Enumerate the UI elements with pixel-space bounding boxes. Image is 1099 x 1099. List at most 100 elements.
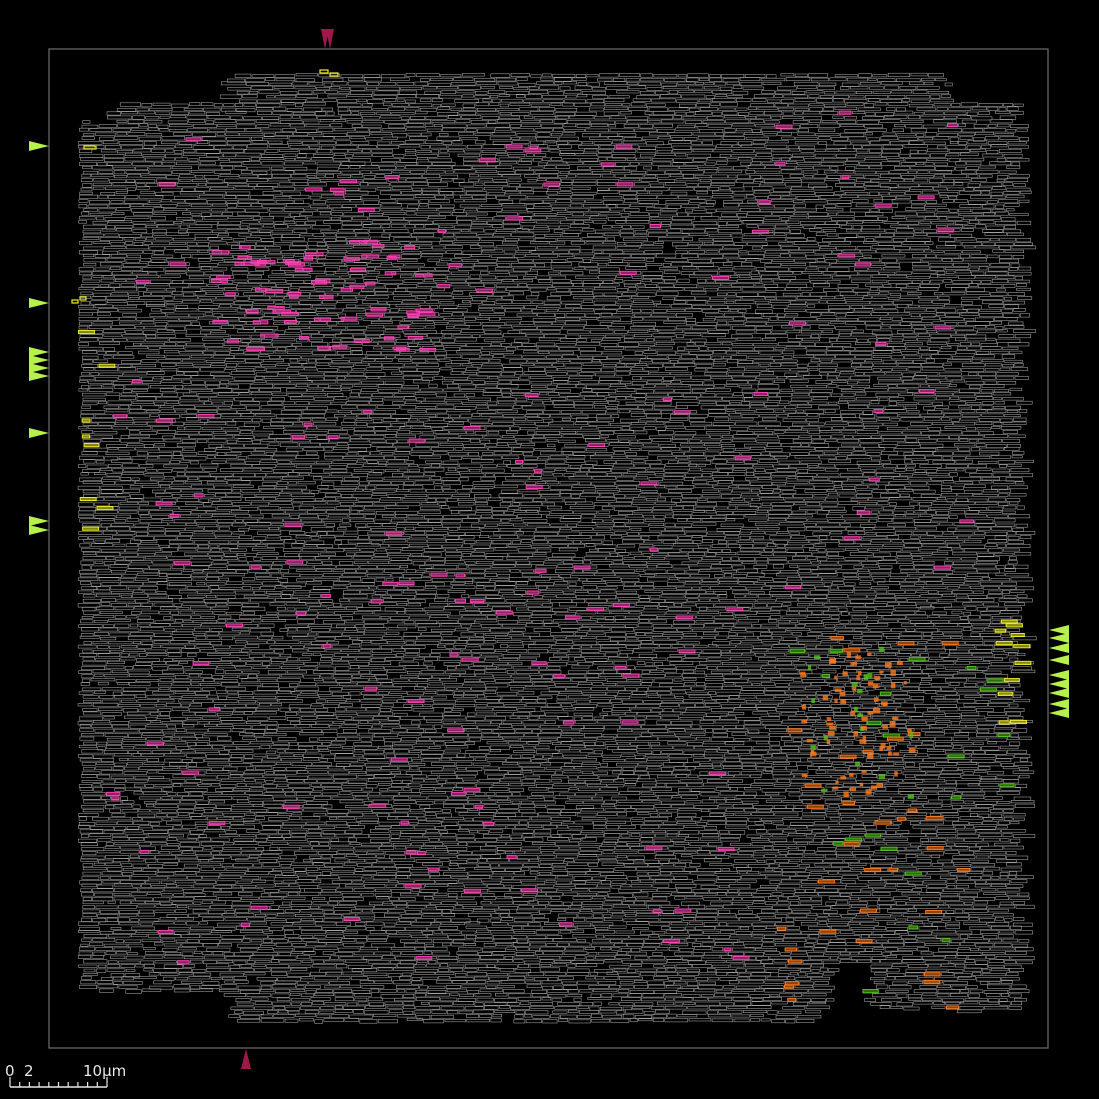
cell-outline [495, 127, 511, 131]
cell-outline [340, 86, 350, 90]
cell-outline [154, 145, 175, 149]
cell-outline [882, 132, 896, 136]
cell-outline [800, 149, 815, 153]
cell-outline [640, 91, 655, 95]
cell-outline [899, 153, 910, 158]
cell-outline [113, 166, 135, 170]
cell-outline [286, 140, 302, 144]
cell-outline [183, 107, 203, 111]
cell-outline [695, 82, 704, 85]
cell-outline [809, 107, 823, 112]
cell-outline [766, 140, 789, 144]
cell-outline [683, 137, 698, 141]
cell-outline [686, 112, 695, 117]
cell-outline [234, 73, 252, 78]
cell-outline [106, 111, 121, 116]
cell-outline [752, 140, 767, 145]
cell-outline [151, 148, 165, 153]
cell-outline [334, 152, 345, 156]
cell-outline [320, 145, 335, 150]
cell-outline [605, 103, 622, 106]
cell-outline [651, 98, 676, 103]
cell-outline [318, 141, 336, 145]
cell-outline [794, 111, 803, 116]
cell-outline [256, 103, 281, 108]
cell-outline [77, 145, 96, 149]
cell-outline [777, 132, 792, 136]
cell-outline [626, 157, 636, 161]
cell-outline [234, 103, 243, 107]
cell-outline [844, 161, 859, 165]
cell-outline [792, 120, 809, 124]
cell-outline [292, 115, 300, 119]
cell-outline [574, 102, 591, 107]
cell-outline [510, 123, 521, 128]
cell-outline [898, 137, 918, 141]
cell-outline [837, 120, 856, 124]
cell-outline [646, 87, 663, 91]
cell-outline [538, 144, 549, 149]
cell-outline [214, 119, 236, 123]
cell-outline [417, 157, 428, 161]
cell-outline [370, 132, 392, 136]
cell-outline [143, 145, 154, 149]
cell-outline [775, 90, 792, 95]
cell-outline [510, 73, 530, 77]
cell-outline [870, 140, 890, 145]
cell-outline-field [77, 72, 1037, 1024]
cell-outline [357, 145, 377, 149]
cell-outline [81, 136, 95, 140]
cell-outline [578, 145, 599, 149]
cell-outline [141, 103, 153, 108]
cell-outline [668, 132, 693, 136]
cell-outline [646, 103, 666, 107]
cell-outline [458, 85, 481, 90]
cell-outline [732, 85, 743, 89]
cell-outline [648, 115, 673, 120]
cell-outline [467, 124, 486, 128]
cell-outline [104, 158, 125, 163]
cell-outline [884, 85, 899, 90]
cell-outline [716, 144, 732, 148]
cell-outline [966, 161, 982, 166]
cell-outline [597, 78, 613, 82]
cell-outline [333, 158, 349, 162]
cell-outline [927, 148, 949, 153]
cell-outline [274, 74, 296, 78]
cell-outline [375, 111, 391, 115]
cell-outline [430, 77, 453, 81]
cell-outline [608, 95, 630, 99]
cell-outline [534, 128, 553, 133]
cell-outline [410, 116, 426, 120]
cell-outline [720, 141, 738, 146]
cell-outline [351, 124, 362, 128]
cell-outline [582, 141, 594, 145]
cell-outline [392, 103, 409, 107]
cell-outline [197, 140, 209, 144]
cell-outline [799, 145, 815, 149]
cell-outline [709, 74, 721, 78]
cell-outline [506, 149, 524, 153]
cell-outline [910, 153, 930, 158]
cell-outline [127, 119, 144, 124]
cell-outline [888, 95, 906, 99]
cell-outline [404, 140, 425, 145]
cell-outline [681, 94, 706, 99]
cell-outline [569, 115, 594, 120]
cell-outline [712, 98, 736, 102]
cell-outline [933, 119, 957, 124]
cell-outline [319, 119, 334, 123]
cell-outline [174, 150, 183, 154]
cell-outline [475, 102, 489, 107]
cell-outline [629, 162, 639, 166]
cell-outline [960, 102, 979, 107]
cell-outline [840, 86, 850, 90]
cell-outline [661, 82, 677, 87]
cell-outline [431, 149, 440, 154]
cell-outline [246, 82, 269, 86]
cell-outline [577, 82, 587, 86]
cell-outline [785, 77, 811, 81]
cell-outline [201, 136, 226, 141]
cell-outline [673, 115, 682, 120]
